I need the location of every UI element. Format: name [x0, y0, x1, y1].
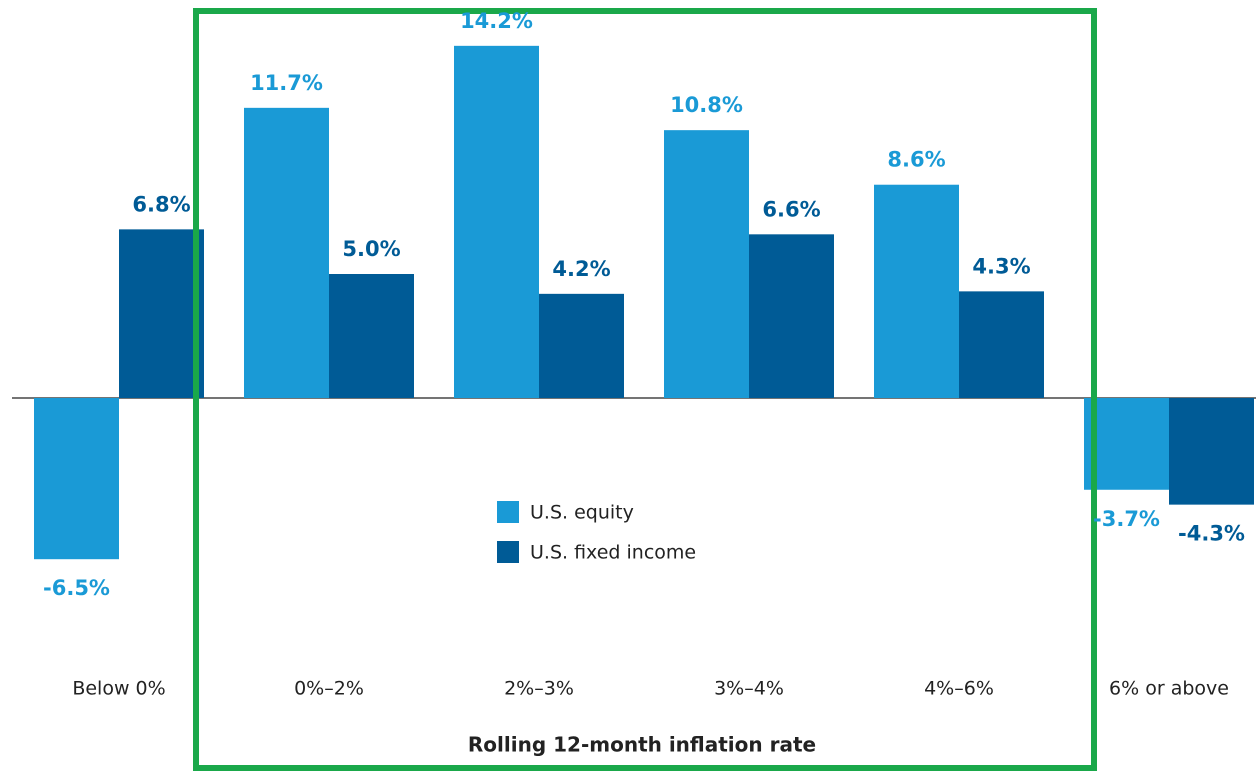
x-tick-label: 6% or above [1109, 678, 1229, 700]
bar [329, 274, 414, 398]
bar [874, 184, 959, 398]
bar [34, 398, 119, 560]
bar [454, 45, 539, 399]
bar [539, 293, 624, 398]
value-label: -4.3% [1178, 522, 1245, 546]
legend-swatch [497, 541, 519, 563]
value-label: 6.8% [132, 192, 190, 216]
value-label: 5.0% [342, 237, 400, 261]
value-label: 4.2% [552, 257, 610, 281]
x-axis-title: Rolling 12-month inflation rate [468, 733, 816, 757]
value-label: 11.7% [250, 71, 323, 95]
bar [1169, 398, 1254, 505]
x-tick-label: 2%–3% [504, 678, 574, 700]
value-label: 10.8% [670, 93, 743, 117]
bar [1084, 398, 1169, 490]
value-label: -3.7% [1093, 507, 1160, 531]
bar [244, 107, 329, 398]
legend-label: U.S. equity [530, 502, 634, 524]
bar [749, 234, 834, 398]
legend-swatch [497, 501, 519, 523]
bars [34, 45, 1254, 560]
x-tick-label: Below 0% [72, 678, 165, 700]
value-label: 14.2% [460, 9, 533, 33]
value-label: 6.6% [762, 197, 820, 221]
bar [119, 229, 204, 398]
value-label: 8.6% [887, 148, 945, 172]
x-tick-label: 0%–2% [294, 678, 364, 700]
x-tick-label: 4%–6% [924, 678, 994, 700]
highlight-box [193, 8, 1097, 771]
value-label: 4.3% [972, 254, 1030, 278]
bar [959, 291, 1044, 398]
value-label: -6.5% [43, 576, 110, 600]
x-tick-label: 3%–4% [714, 678, 784, 700]
legend-label: U.S. fixed income [530, 542, 696, 564]
bar [664, 130, 749, 398]
